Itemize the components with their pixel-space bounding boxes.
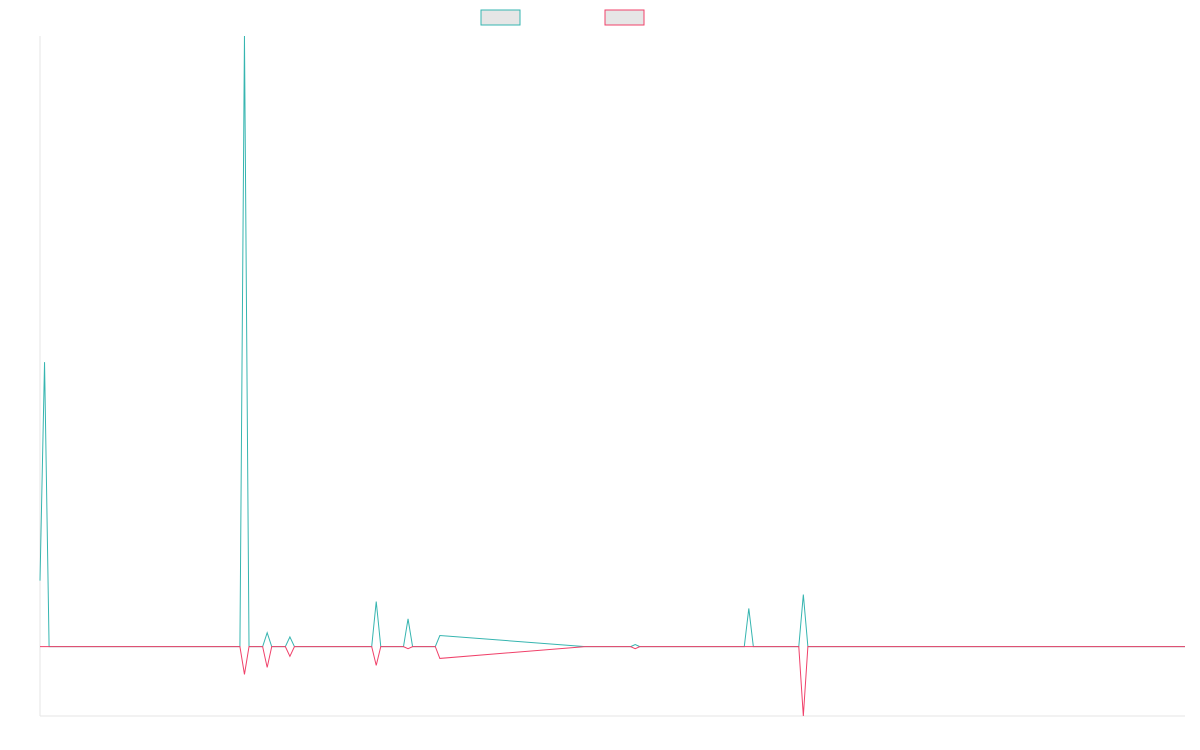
legend-swatch-2: [604, 9, 645, 26]
series-layer: [39, 35, 1185, 717]
axes: [39, 36, 1185, 717]
series-line-1: [39, 35, 1185, 648]
legend: [480, 9, 645, 26]
series-line-2: [40, 646, 1185, 717]
legend-swatch-1: [480, 9, 521, 26]
